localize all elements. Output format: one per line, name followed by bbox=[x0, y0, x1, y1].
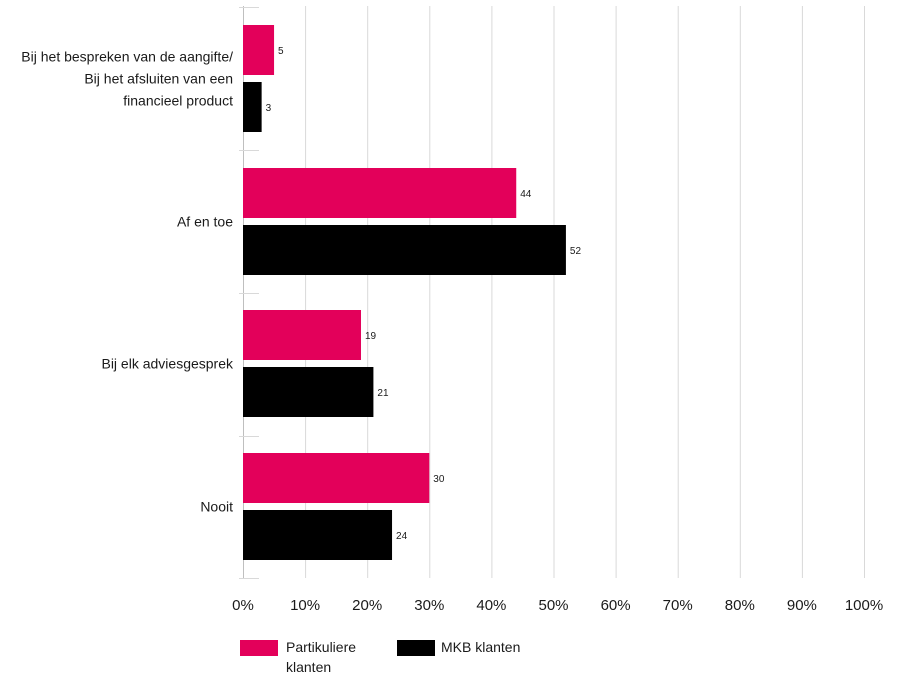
x-tick-label: 90% bbox=[787, 597, 817, 614]
bar bbox=[243, 168, 517, 218]
x-tick-label: 30% bbox=[414, 597, 444, 614]
data-label: 24 bbox=[396, 531, 408, 542]
data-label: 19 bbox=[365, 331, 377, 342]
data-label: 3 bbox=[266, 103, 272, 114]
category-label: Bij het bespreken van de aangifte/ bbox=[21, 49, 233, 65]
x-tick-label: 60% bbox=[601, 597, 631, 614]
x-tick-label: 0% bbox=[232, 597, 254, 614]
data-labels: 5 44 19 30 3 52 21 24 bbox=[266, 46, 582, 542]
legend: Partikuliere klanten MKB klanten bbox=[240, 639, 520, 675]
category-label: Bij elk adviesgesprek bbox=[101, 356, 234, 372]
legend-label: klanten bbox=[286, 659, 331, 675]
bars bbox=[243, 25, 566, 560]
x-tick-label: 70% bbox=[663, 597, 693, 614]
x-tick-label: 10% bbox=[290, 597, 320, 614]
x-tick-label: 20% bbox=[352, 597, 382, 614]
category-labels: Bij het bespreken van de aangifte/Bij he… bbox=[21, 49, 234, 515]
x-tick-label: 50% bbox=[538, 597, 568, 614]
gridlines bbox=[239, 6, 865, 579]
x-tick-label: 80% bbox=[725, 597, 755, 614]
legend-swatch bbox=[240, 640, 278, 656]
x-tick-label: 40% bbox=[476, 597, 506, 614]
data-label: 44 bbox=[520, 189, 532, 200]
category-label: Bij het afsluiten van een bbox=[84, 71, 233, 87]
data-label: 52 bbox=[570, 246, 582, 257]
x-tick-label: 100% bbox=[845, 597, 883, 614]
bar bbox=[243, 310, 361, 360]
bar bbox=[243, 225, 566, 275]
data-label: 5 bbox=[278, 46, 284, 57]
legend-label: MKB klanten bbox=[441, 639, 520, 655]
bar bbox=[243, 82, 262, 132]
legend-swatch bbox=[397, 640, 435, 656]
x-axis-tick-labels: 0% 10% 20% 30% 40% 50% 60% 70% 80% 90% 100% bbox=[232, 597, 883, 614]
bar bbox=[243, 453, 430, 503]
legend-label: Partikuliere bbox=[286, 639, 356, 655]
category-label: financieel product bbox=[123, 93, 233, 109]
data-label: 21 bbox=[377, 388, 389, 399]
bar bbox=[243, 510, 393, 560]
category-label: Af en toe bbox=[177, 214, 233, 230]
bar bbox=[243, 367, 374, 417]
data-label: 30 bbox=[433, 474, 445, 485]
category-label: Nooit bbox=[200, 499, 233, 515]
bar bbox=[243, 25, 275, 75]
